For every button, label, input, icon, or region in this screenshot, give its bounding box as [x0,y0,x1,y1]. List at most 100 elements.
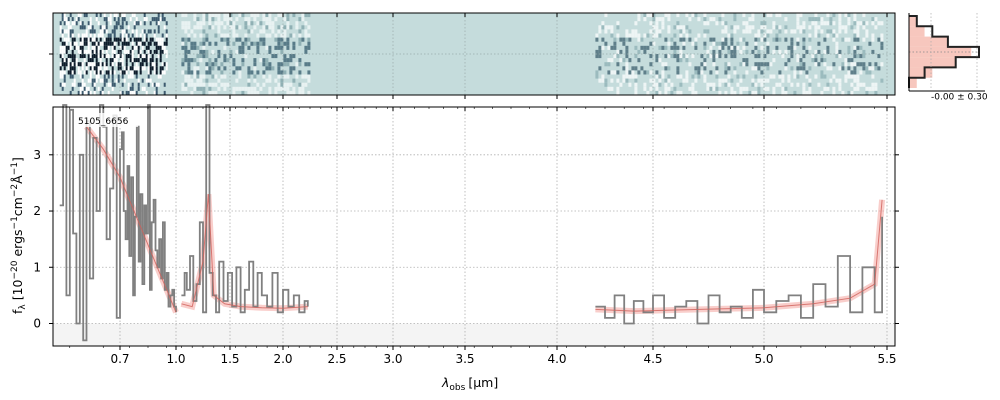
spectrum-2d-pixel [129,17,132,22]
spectrum-2d-pixel [631,33,635,38]
spectrum-2d-pixel [871,37,875,42]
spectrum-2d-pixel [159,49,162,54]
spectrum-2d-pixel [214,82,218,87]
spectrum-2d-pixel [280,33,284,38]
spectrum-2d-pixel [193,74,197,79]
spectrum-2d-pixel [137,45,140,50]
spectrum-2d-pixel [151,17,154,22]
spectrum-2d-pixel [616,54,620,59]
spectrum-2d-pixel [235,17,239,22]
spectrum-2d-pixel [745,49,749,54]
spectrum-2d-pixel [688,37,692,42]
spectrum-2d-pixel [196,17,200,22]
spectrum-2d-pixel [658,82,662,87]
spectrum-2d-pixel [661,74,665,79]
spectrum-2d-pixel [127,82,130,87]
spectrum-2d-pixel [781,54,785,59]
spectrum-2d-pixel [99,62,102,67]
spectrum-2d-pixel [99,66,102,71]
spectrum-2d-pixel [125,37,128,42]
spectrum-2d-pixel [703,66,707,71]
spectrum-2d-pixel [241,41,245,46]
spectrum-2d-pixel [667,78,671,83]
spectrum-2d-pixel [814,21,818,26]
spectrum-2d-pixel [109,21,112,26]
spectrum-2d-pixel [826,45,830,50]
spectrum-2d-pixel [95,17,98,22]
y-tick-label: 0 [33,317,41,331]
spectrum-2d-pixel [604,82,608,87]
spectrum-2d-pixel [109,17,112,22]
spectrum-2d-pixel [262,58,266,63]
spectrum-2d-pixel [268,86,272,91]
spectrum-2d-pixel [129,70,132,75]
spectrum-2d-pixel [730,37,734,42]
spectrum-2d-pixel [871,66,875,71]
spectrum-2d-pixel [625,62,629,67]
spectrum-2d-pixel [277,70,281,75]
spectrum-2d-pixel [748,90,752,95]
spectrum-2d-pixel [131,58,134,63]
spectrum-2d-pixel [153,82,156,87]
spectrum-2d-pixel [79,45,82,50]
spectrum-2d-pixel [706,86,710,91]
spectrum-2d-pixel [880,62,884,67]
spectrum-2d-pixel [123,49,126,54]
spectrum-2d-pixel [619,82,623,87]
spectrum-2d-pixel [95,37,98,42]
spectrum-2d-pixel [141,29,144,34]
spectrum-2d-pixel [289,70,293,75]
spectrum-2d-pixel [187,25,191,30]
spectrum-2d-pixel [61,70,64,75]
spectrum-2d-pixel [628,74,632,79]
spectrum-2d-pixel [820,90,824,95]
spectrum-2d-pixel [652,17,656,22]
spectrum-2d-pixel [634,29,638,34]
spectrum-2d-pixel [658,74,662,79]
spectrum-2d-pixel [81,74,84,79]
spectrum-2d-pixel [721,29,725,34]
spectrum-2d-pixel [101,41,104,46]
spectrum-2d-pixel [127,33,130,38]
spectrum-2d-pixel [781,74,785,79]
spectrum-2d-pixel [73,37,76,42]
spectrum-2d-pixel [73,66,76,71]
spectrum-2d-pixel [69,70,72,75]
spectrum-2d-pixel [280,37,284,42]
spectrum-2d-pixel [131,70,134,75]
spectrum-2d-pixel [95,78,98,83]
spectrum-2d-pixel [643,33,647,38]
spectrum-2d-pixel [256,70,260,75]
spectrum-2d-pixel [117,62,120,67]
spectrum-2d-pixel [79,70,82,75]
spectrum-2d-pixel [71,37,74,42]
spectrum-2d-pixel [856,29,860,34]
spectrum-2d-pixel [125,70,128,75]
spectrum-2d-pixel [814,29,818,34]
spectrum-2d-pixel [95,62,98,67]
spectrum-2d-pixel [601,78,605,83]
spectrum-2d-pixel [109,13,112,18]
spectrum-2d-pixel [862,21,866,26]
spectrum-2d-pixel [280,41,284,46]
spectrum-2d-pixel [187,70,191,75]
spectrum-2d-pixel [157,21,160,26]
spectrum-2d-pixel [865,70,869,75]
spectrum-2d-pixel [667,25,671,30]
spectrum-2d-pixel [625,37,629,42]
spectrum-2d-pixel [103,78,106,83]
spectrum-2d-pixel [99,37,102,42]
spectrum-2d-pixel [658,78,662,83]
spectrum-2d-pixel [77,70,80,75]
spectrum-2d-pixel [147,29,150,34]
spectrum-2d-pixel [607,58,611,63]
spectrum-2d-pixel [97,21,100,26]
histogram-model-bar [909,16,917,27]
spectrum-2d-pixel [143,33,146,38]
spectrum-2d-pixel [65,37,68,42]
spectrum-2d-pixel [772,37,776,42]
spectrum-2d-pixel [133,58,136,63]
spectrum-2d-pixel [69,13,72,18]
spectrum-2d-pixel [802,41,806,46]
spectrum-2d-pixel [616,49,620,54]
